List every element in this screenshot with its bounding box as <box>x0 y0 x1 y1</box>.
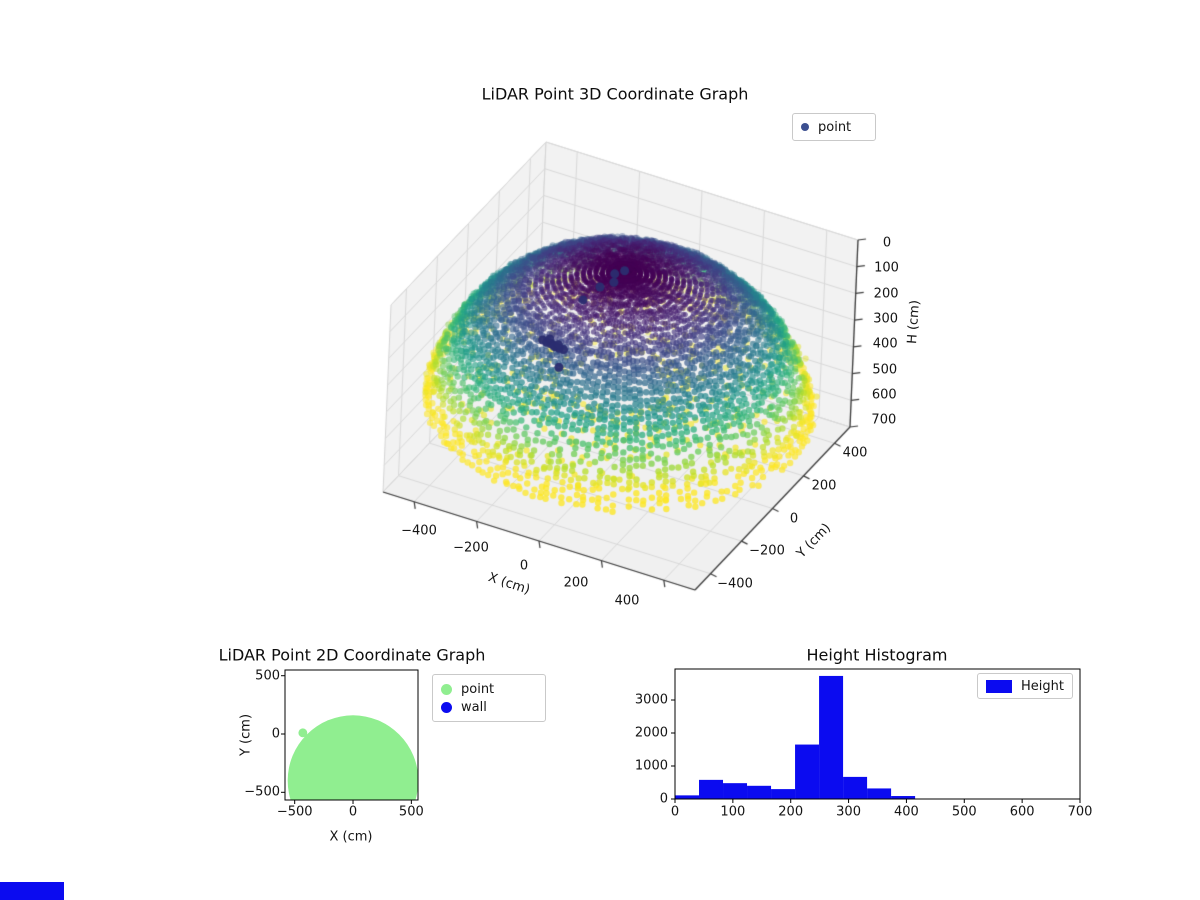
plot3d-title: LiDAR Point 3D Coordinate Graph <box>481 84 749 104</box>
hist-bar <box>747 785 772 799</box>
y-tick-label-2d: 500 <box>255 668 280 684</box>
legend-marker-2d-wall-icon <box>441 701 452 713</box>
y-tick-label-3d: 0 <box>789 511 799 527</box>
y-axis-label-2d: Y (cm) <box>238 713 254 757</box>
z-tick-label-3d: 300 <box>873 311 899 327</box>
x-tick-label-3d: −400 <box>401 523 437 539</box>
hist-bar <box>723 783 748 799</box>
y-tick-label-3d: 400 <box>842 445 868 461</box>
plot2d-legend-wall-label: wall <box>461 699 487 715</box>
hist-bar <box>675 795 700 799</box>
x-tick-label-hist: 600 <box>1009 804 1035 820</box>
hist-legend: Height <box>977 673 1073 699</box>
plot2d-legend: point wall <box>432 674 546 722</box>
y-tick-label-hist: 0 <box>659 791 668 807</box>
x-tick-label-2d: 0 <box>348 804 358 820</box>
z-tick-label-3d: 0 <box>882 235 892 251</box>
hist-legend-label: Height <box>1021 678 1064 694</box>
y-tick-label-3d: 200 <box>811 478 837 494</box>
plot2d-axes-box <box>284 669 419 801</box>
hist-bar <box>771 789 796 799</box>
y-tick-label-hist: 3000 <box>634 692 668 708</box>
x-tick-label-3d: 0 <box>519 558 529 574</box>
hist-bar <box>819 675 844 799</box>
x-axis-label-2d: X (cm) <box>329 829 373 845</box>
z-tick-label-3d: 400 <box>872 336 898 352</box>
legend-marker-point-icon <box>801 123 809 131</box>
y-tick-label-3d: −200 <box>749 543 785 559</box>
y-tick-label-hist: 2000 <box>634 725 668 741</box>
y-tick-label-2d: 0 <box>271 726 280 742</box>
x-tick-label-hist: 700 <box>1067 804 1093 820</box>
x-tick-label-hist: 400 <box>894 804 919 820</box>
hist-title: Height Histogram <box>806 645 948 665</box>
hist-bar <box>891 796 916 799</box>
plot3d-legend: point <box>792 113 876 141</box>
legend-swatch-height-icon <box>986 679 1013 693</box>
z-tick-label-3d: 100 <box>874 260 899 276</box>
x-tick-label-hist: 0 <box>670 804 680 820</box>
plot2d-title: LiDAR Point 2D Coordinate Graph <box>218 645 486 665</box>
point-cloud-bump <box>298 728 308 738</box>
z-tick-label-3d: 200 <box>873 286 899 302</box>
plot3d-legend-label: point <box>818 119 852 135</box>
y-tick-label-hist: 1000 <box>634 758 668 774</box>
hist-bar <box>699 779 724 799</box>
x-tick-label-hist: 300 <box>836 804 861 820</box>
x-tick-label-hist: 500 <box>951 804 977 820</box>
z-tick-label-3d: 700 <box>871 412 897 428</box>
x-tick-label-hist: 200 <box>778 804 804 820</box>
z-tick-label-3d: 500 <box>872 362 898 378</box>
hist-bar <box>795 744 820 799</box>
hist-bar <box>867 788 892 799</box>
x-tick-label-3d: 400 <box>614 593 640 609</box>
y-tick-label-2d: −500 <box>244 784 280 800</box>
y-tick-label-3d: −400 <box>717 576 753 592</box>
x-tick-label-2d: −500 <box>276 804 313 820</box>
bottom-left-blue-strip <box>0 882 64 900</box>
x-tick-label-3d: −200 <box>453 540 489 556</box>
point-cloud-disc <box>287 715 418 800</box>
legend-marker-2d-point-icon <box>441 683 452 695</box>
z-axis-label-3d: H (cm) <box>904 299 924 345</box>
hist-axes-box <box>674 668 1081 800</box>
x-tick-label-2d: 500 <box>398 804 424 820</box>
plot2d-legend-point-label: point <box>461 681 495 697</box>
hist-bar <box>843 776 868 799</box>
x-tick-label-3d: 200 <box>563 575 589 591</box>
z-tick-label-3d: 600 <box>871 387 897 403</box>
x-tick-label-hist: 100 <box>720 804 746 820</box>
